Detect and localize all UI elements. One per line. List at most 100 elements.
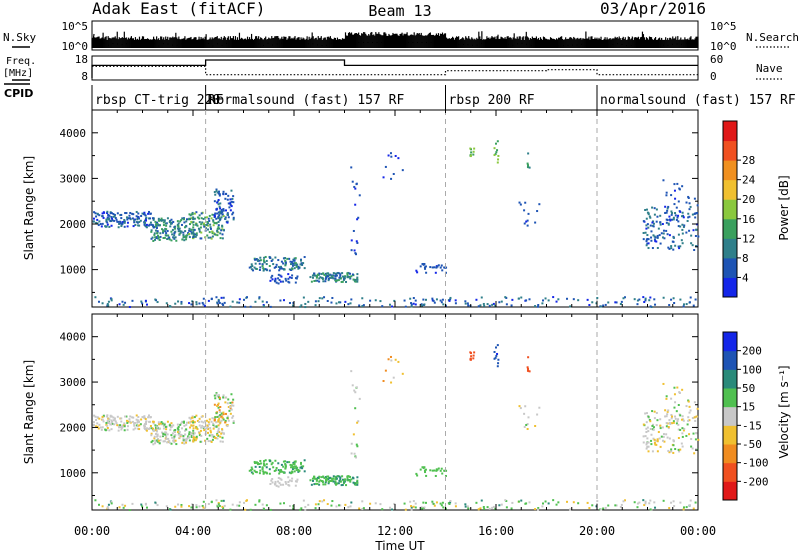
velocity-point bbox=[133, 422, 136, 425]
velocity-point bbox=[321, 480, 324, 483]
power-point bbox=[293, 264, 296, 267]
power-point bbox=[348, 276, 351, 279]
velocity-ylabel: Slant Range [km] bbox=[22, 360, 36, 464]
velocity-point bbox=[204, 420, 207, 423]
velocity-point bbox=[670, 448, 673, 451]
power-point bbox=[214, 193, 217, 196]
velocity-point bbox=[316, 476, 319, 479]
velocity-point bbox=[313, 475, 316, 478]
velocity-point bbox=[104, 429, 107, 432]
nsearch-dot bbox=[544, 44, 546, 46]
velocity-point bbox=[278, 472, 281, 475]
velocity-point bbox=[291, 466, 294, 469]
power-point bbox=[392, 172, 395, 175]
velocity-point bbox=[271, 461, 274, 464]
power-point bbox=[321, 297, 324, 300]
nsearch-dot bbox=[444, 42, 446, 43]
power-point bbox=[651, 206, 654, 209]
velocity-point bbox=[145, 427, 148, 430]
power-point bbox=[124, 301, 127, 304]
velocity-point bbox=[263, 464, 266, 467]
velocity-point bbox=[449, 499, 452, 502]
velocity-point bbox=[217, 402, 220, 405]
power-point bbox=[227, 202, 230, 205]
nsearch-dot bbox=[494, 44, 496, 46]
velocity-point bbox=[607, 504, 610, 507]
velocity-point bbox=[231, 416, 234, 419]
velocity-point bbox=[291, 471, 294, 474]
velocity-point bbox=[192, 427, 195, 430]
velocity-point bbox=[190, 432, 193, 435]
velocity-point bbox=[110, 500, 113, 503]
power-point bbox=[595, 302, 598, 305]
velocity-point bbox=[156, 440, 159, 443]
velocity-point bbox=[188, 426, 191, 429]
power-point bbox=[120, 217, 123, 220]
power-point bbox=[552, 296, 555, 299]
velocity-point bbox=[126, 421, 129, 424]
power-point bbox=[180, 223, 183, 226]
power-point bbox=[201, 301, 204, 304]
power-point bbox=[96, 222, 99, 225]
nsearch-dot bbox=[108, 44, 110, 46]
power-point bbox=[347, 303, 350, 306]
velocity-point bbox=[302, 465, 305, 468]
velocity-point bbox=[228, 409, 231, 412]
velocity-point bbox=[296, 478, 299, 481]
power-point bbox=[195, 223, 198, 226]
power-point bbox=[131, 217, 134, 220]
power-point bbox=[288, 257, 291, 260]
power-point bbox=[143, 223, 146, 226]
power-point bbox=[182, 218, 185, 221]
power-point bbox=[464, 300, 467, 303]
velocity-point bbox=[389, 506, 392, 509]
velocity-point bbox=[633, 501, 636, 504]
velocity-point bbox=[353, 452, 356, 455]
velocity-point bbox=[280, 463, 283, 466]
velocity-point bbox=[676, 420, 679, 423]
nsearch-dot bbox=[399, 42, 401, 43]
velocity-point bbox=[106, 506, 109, 509]
power-point bbox=[222, 192, 225, 195]
velocity-point bbox=[424, 468, 427, 471]
power-point bbox=[537, 304, 540, 307]
power-point bbox=[145, 219, 148, 222]
power-point bbox=[302, 262, 305, 265]
power-point bbox=[177, 225, 180, 228]
velocity-point bbox=[253, 469, 256, 472]
velocity-point bbox=[486, 506, 489, 509]
velocity-point bbox=[665, 433, 668, 436]
velocity-point bbox=[682, 419, 685, 422]
power-point bbox=[311, 274, 314, 277]
velocity-point bbox=[163, 440, 166, 443]
velocity-point bbox=[423, 506, 426, 509]
power-point bbox=[135, 220, 138, 223]
velocity-point bbox=[670, 417, 673, 420]
velocity-point bbox=[355, 386, 358, 389]
velocity-point bbox=[182, 438, 185, 441]
velocity-point bbox=[192, 421, 195, 424]
power-point bbox=[470, 151, 473, 154]
nsearch-dot bbox=[249, 44, 251, 46]
velocity-point bbox=[653, 438, 656, 441]
power-point bbox=[209, 227, 212, 230]
power-point bbox=[207, 217, 210, 220]
power-point bbox=[681, 223, 684, 226]
velocity-point bbox=[132, 416, 135, 419]
velocity-point bbox=[494, 507, 497, 510]
power-point bbox=[188, 236, 191, 239]
nsearch-dot bbox=[321, 45, 323, 47]
power-point bbox=[356, 218, 359, 221]
velocity-point bbox=[95, 425, 98, 428]
velocity-point bbox=[144, 418, 147, 421]
power-point bbox=[182, 233, 185, 236]
velocity-point bbox=[346, 475, 349, 478]
power-point bbox=[524, 201, 527, 204]
velocity-point bbox=[679, 414, 682, 417]
power-point bbox=[192, 232, 195, 235]
x-tick-label: 04:00 bbox=[175, 524, 211, 538]
power-point bbox=[431, 266, 434, 269]
power-point bbox=[156, 223, 159, 226]
velocity-point bbox=[141, 416, 144, 419]
